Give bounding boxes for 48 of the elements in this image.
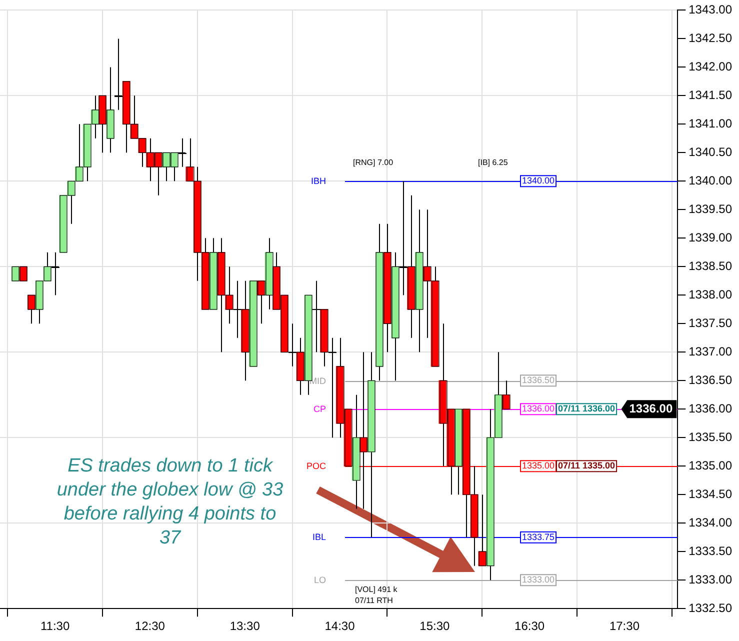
annotation: 07/11 RTH	[355, 596, 394, 606]
x-tick-label: 13:30	[230, 619, 260, 634]
y-tick-label: 1337.50	[688, 316, 732, 330]
y-tick-label: 1342.00	[688, 60, 732, 74]
y-tick-label: 1333.00	[688, 572, 732, 586]
y-tick-label: 1333.50	[688, 544, 732, 558]
ref-line-label: LO	[314, 574, 326, 585]
ref-line-label: POC	[306, 460, 326, 471]
y-tick-label: 1341.00	[688, 116, 732, 130]
y-tick-label: 1343.00	[688, 2, 732, 17]
y-tick-label: 1334.50	[688, 486, 732, 501]
annotation: [RNG] 7.00	[353, 158, 394, 168]
annotation: [IB] 6.25	[478, 158, 508, 168]
y-tick-label: 1336.50	[688, 372, 732, 387]
y-tick-label: 1335.50	[688, 430, 732, 444]
annotation: 1336.50	[522, 375, 555, 386]
annotation: 07/11 1335.00	[558, 460, 616, 471]
y-tick-label: 1336.00	[688, 401, 732, 416]
ref-line-label: IBH	[310, 176, 326, 186]
ref-line-label: CP	[313, 404, 326, 414]
y-tick-label: 1342.50	[688, 31, 732, 46]
annotation: 1335.00	[522, 460, 555, 471]
x-tick-label: 17:30	[609, 619, 640, 634]
y-tick-label: 1338.50	[688, 258, 732, 273]
y-tick-label: 1339.00	[688, 230, 732, 244]
annotation: 1333.75	[522, 532, 555, 542]
annotation: 1340.00	[522, 176, 555, 186]
y-tick-label: 1341.50	[688, 88, 732, 102]
annotation: ES trades down to 1 tick under the globex low @ 33 before rallying 4 points to 37	[56, 455, 284, 548]
annotation: [VOL] 491 k	[355, 585, 398, 594]
annotation: 07/11 1336.00	[558, 404, 616, 414]
annotation: 1333.00	[522, 574, 555, 585]
y-tick-label: 1337.00	[688, 344, 732, 358]
y-tick-label: 1335.00	[688, 458, 732, 472]
y-tick-label: 1339.50	[688, 202, 732, 216]
x-tick-label: 14:30	[324, 619, 356, 634]
x-tick-label: 11:30	[40, 619, 70, 634]
y-tick-label: 1340.00	[688, 173, 732, 188]
x-tick-label: 16:30	[514, 619, 545, 634]
x-tick-label: 15:30	[420, 619, 450, 634]
y-tick-label: 1334.00	[688, 515, 732, 530]
annotation: 1336.00	[629, 401, 673, 416]
y-tick-label: 1338.00	[688, 287, 732, 302]
y-tick-label: 1332.50	[688, 600, 732, 615]
ref-line-label: IBL	[312, 532, 326, 542]
y-tick-label: 1340.50	[688, 144, 732, 159]
annotation: 1336.00	[522, 404, 555, 414]
x-tick-label: 12:30	[134, 619, 166, 634]
